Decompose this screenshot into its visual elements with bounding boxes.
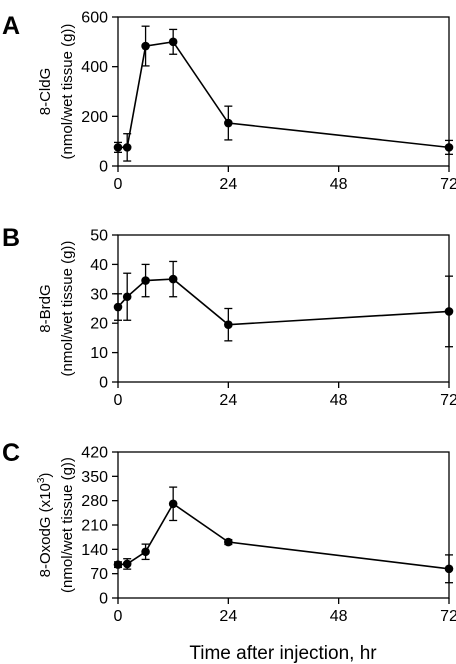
series-line: [117, 502, 450, 570]
y-tick-label: 280: [81, 493, 108, 510]
y-axis-label-line-2: (nmol/wet tissue (g)): [59, 241, 76, 377]
y-tick-label: 0: [99, 159, 108, 176]
y-tick-label: 20: [90, 316, 108, 333]
panel-a: A 0 200 400 600 0 24 48 72 8-CldG (nmol/wet tissue…: [2, 10, 456, 194]
y-axis-label-superscript: 3: [36, 477, 47, 483]
data-point: [168, 274, 178, 284]
x-tick-label: 0: [114, 176, 123, 193]
data-point: [224, 320, 233, 329]
panel-b: B 0 10 20 30 40 50 0 24 48 72 8-BrdG (nmol/wet tissu…: [2, 224, 456, 409]
data-point: [113, 560, 123, 569]
data-point: [122, 292, 132, 302]
x-tick-label: 48: [330, 176, 348, 193]
x-tick-label: 24: [219, 608, 237, 625]
x-tick-label: 72: [440, 392, 456, 409]
y-axis-label-line-1: 8-OxodG (x103): [36, 473, 54, 578]
x-tick-label: 24: [219, 392, 237, 409]
y-tick-label: 0: [99, 591, 108, 608]
data-point: [141, 276, 150, 285]
x-axis-title: Time after injection, hr: [189, 643, 377, 664]
plot-frame: [117, 234, 450, 383]
data-point: [444, 307, 454, 316]
x-tick-label: 72: [440, 176, 456, 193]
data-point: [444, 143, 454, 152]
x-tick-label: 48: [330, 608, 348, 625]
y-tick-label: 0: [99, 375, 108, 392]
y-axis-label-line-2: (nmol/wet tissue (g)): [59, 457, 76, 593]
y-tick-label: 70: [90, 566, 108, 583]
y-tick-label: 420: [81, 445, 108, 462]
plot-frame: [117, 16, 450, 167]
x-tick-label: 24: [219, 176, 237, 193]
y-tick-label: 40: [90, 257, 108, 274]
y-axis-label-line-1: 8-BrdG: [37, 284, 54, 332]
data-point: [224, 537, 233, 547]
y-tick-label: 30: [90, 286, 108, 303]
y-axis-label-text: 8-OxodG (x10: [37, 483, 54, 577]
panel-c: C 0 70 140 210 280 350 420 0 24 48 72 8-OxodG (x103)…: [2, 439, 456, 625]
x-tick-label: 72: [440, 608, 456, 625]
y-axis-label-text: ): [37, 473, 54, 478]
data-point: [113, 143, 123, 152]
y-tick-label: 210: [81, 518, 108, 535]
series-line: [118, 40, 450, 149]
panel-letter: C: [2, 439, 20, 467]
x-tick-label: 0: [114, 392, 123, 409]
data-point: [224, 118, 233, 128]
data-point: [168, 37, 178, 47]
data-point: [168, 499, 178, 509]
y-tick-label: 350: [81, 469, 108, 486]
panel-letter: A: [2, 12, 20, 40]
data-point: [113, 302, 123, 312]
y-tick-label: 600: [81, 10, 108, 27]
data-point: [141, 547, 150, 557]
y-tick-label: 140: [81, 542, 108, 559]
data-point: [122, 143, 132, 152]
data-point: [122, 559, 132, 569]
data-point: [141, 41, 150, 51]
panel-letter: B: [2, 224, 20, 252]
x-tick-label: 0: [114, 608, 123, 625]
y-axis-label-line-1: 8-CldG: [37, 68, 54, 116]
y-axis-label-line-2: (nmol/wet tissue (g)): [59, 24, 76, 160]
y-tick-label: 50: [90, 228, 108, 245]
y-tick-label: 400: [81, 59, 108, 76]
y-tick-label: 200: [81, 109, 108, 126]
y-tick-label: 10: [90, 345, 108, 362]
series-line: [117, 278, 450, 326]
plot-frame: [117, 451, 450, 599]
x-tick-label: 48: [330, 392, 348, 409]
data-point: [444, 564, 454, 574]
